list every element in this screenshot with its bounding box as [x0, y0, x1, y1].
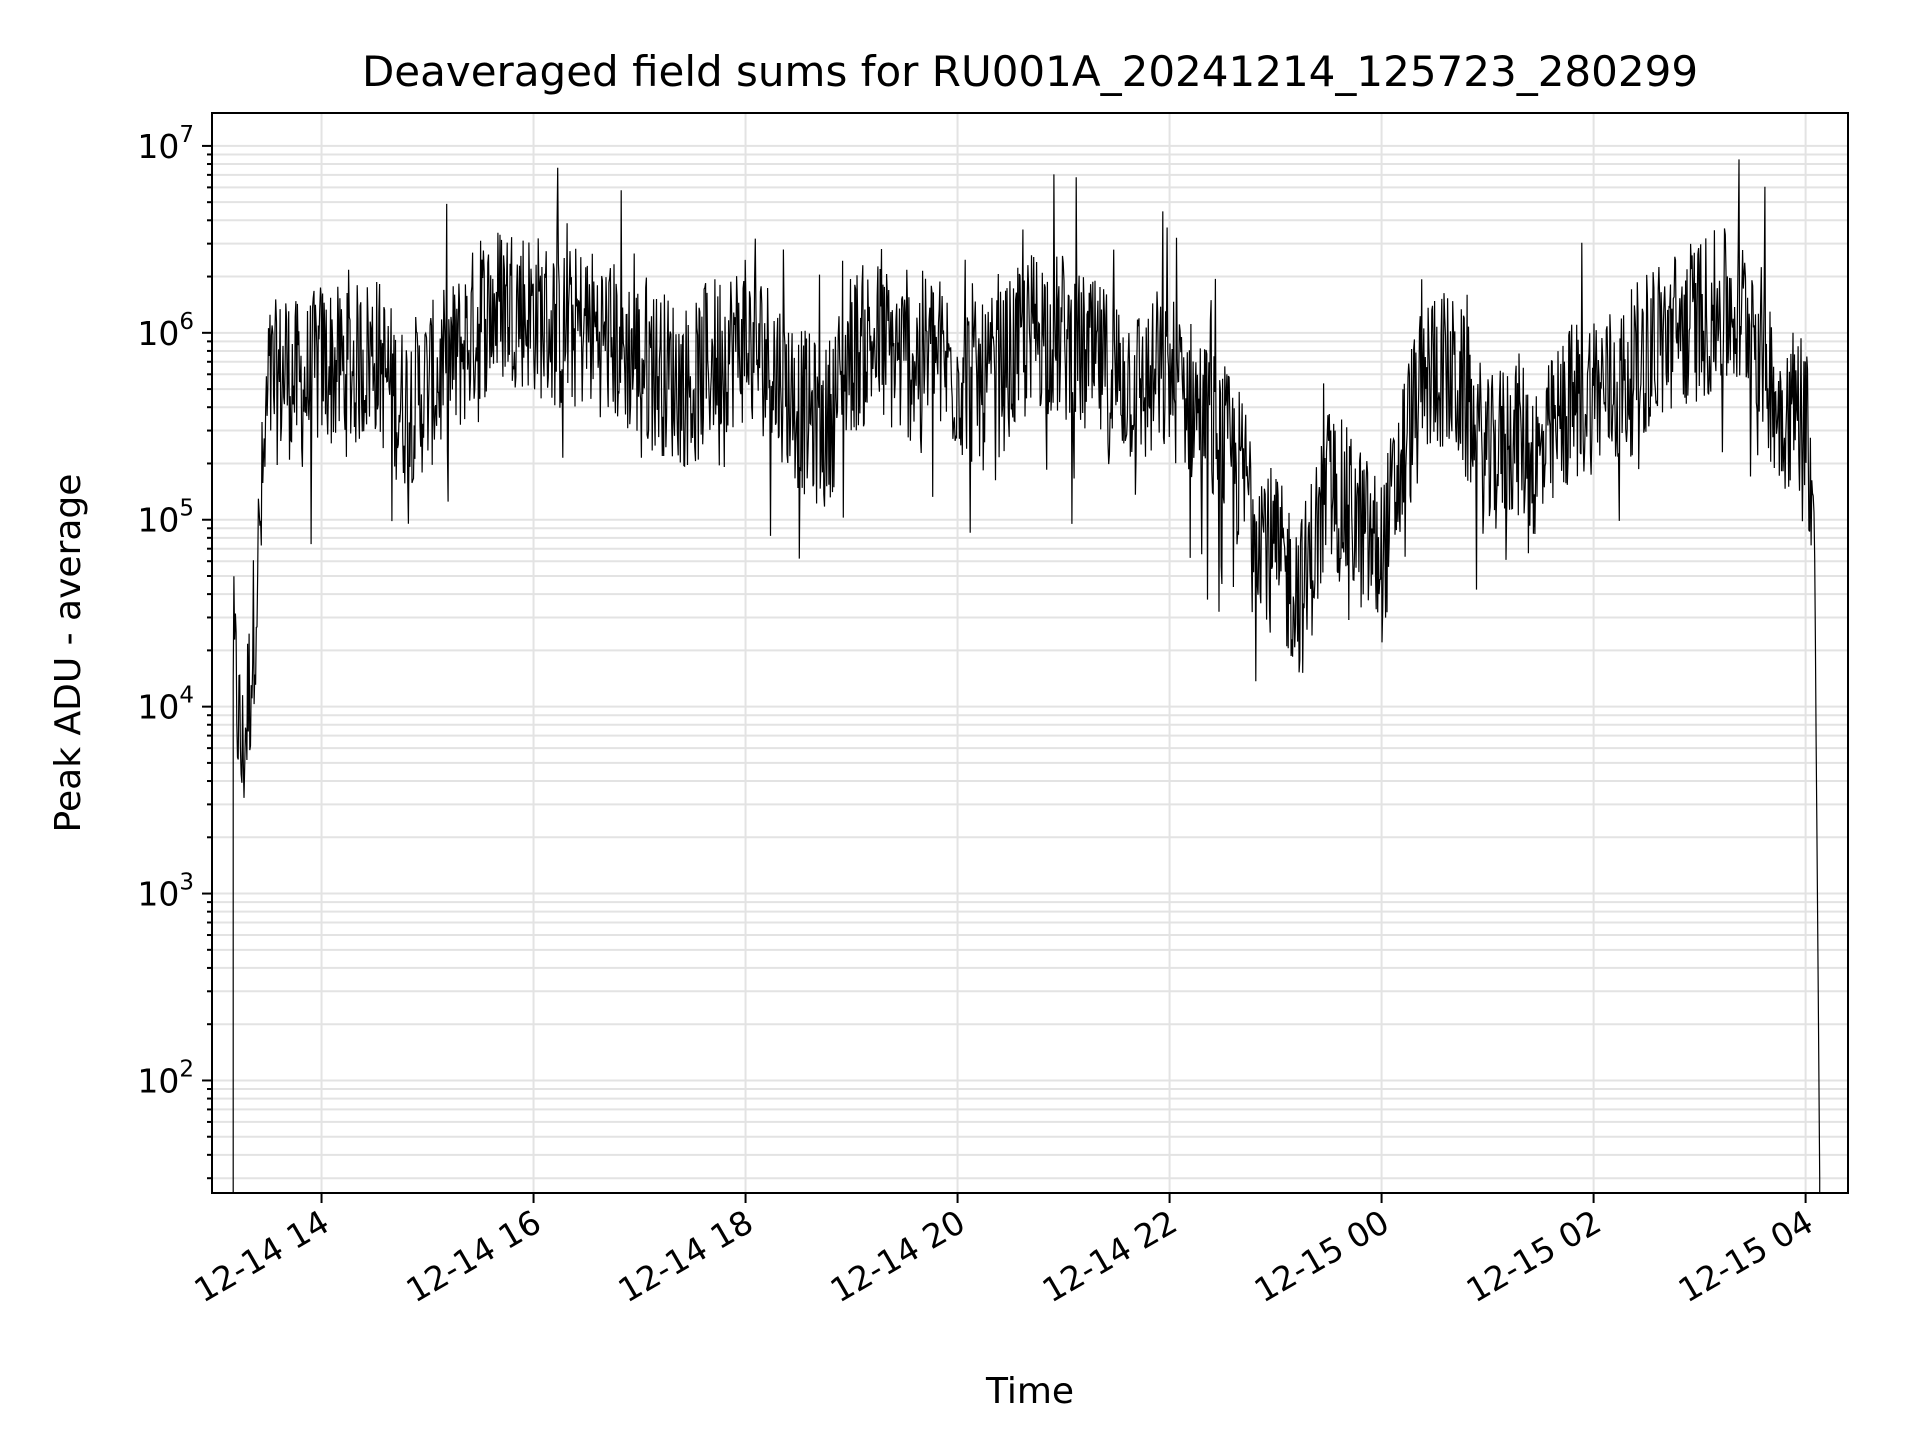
x-tick-label: 12-14 20	[824, 1202, 972, 1310]
y-tick-label: 102	[137, 1056, 194, 1100]
series-line	[233, 159, 1820, 1193]
y-axis-ticks: 102 103 104 105 106 107	[137, 122, 212, 1178]
y-axis-label: Peak ADU - average	[48, 474, 89, 833]
plot-frame	[212, 113, 1848, 1193]
y-tick-label: 106	[137, 309, 194, 353]
x-tick-label: 12-14 14	[188, 1202, 336, 1310]
y-tick-label: 107	[137, 122, 194, 166]
x-tick-label: 12-14 22	[1036, 1202, 1184, 1310]
chart-title: Deaveraged field sums for RU001A_2024121…	[362, 47, 1698, 96]
y-tick-label: 103	[137, 870, 194, 914]
x-axis-ticks: 12-14 14 12-14 16 12-14 18 12-14 20 12-14 22…	[188, 1193, 1820, 1310]
x-tick-label: 12-14 18	[612, 1202, 760, 1310]
grid-lines	[212, 113, 1848, 1193]
x-tick-label: 12-15 04	[1672, 1202, 1820, 1310]
x-tick-label: 12-14 16	[400, 1202, 548, 1310]
y-tick-label: 105	[137, 496, 194, 540]
x-axis-label: Time	[985, 1371, 1074, 1412]
x-tick-label: 12-15 00	[1248, 1202, 1396, 1310]
data-series	[233, 159, 1820, 1193]
y-tick-label: 104	[137, 683, 194, 727]
x-tick-label: 12-15 02	[1460, 1202, 1608, 1310]
